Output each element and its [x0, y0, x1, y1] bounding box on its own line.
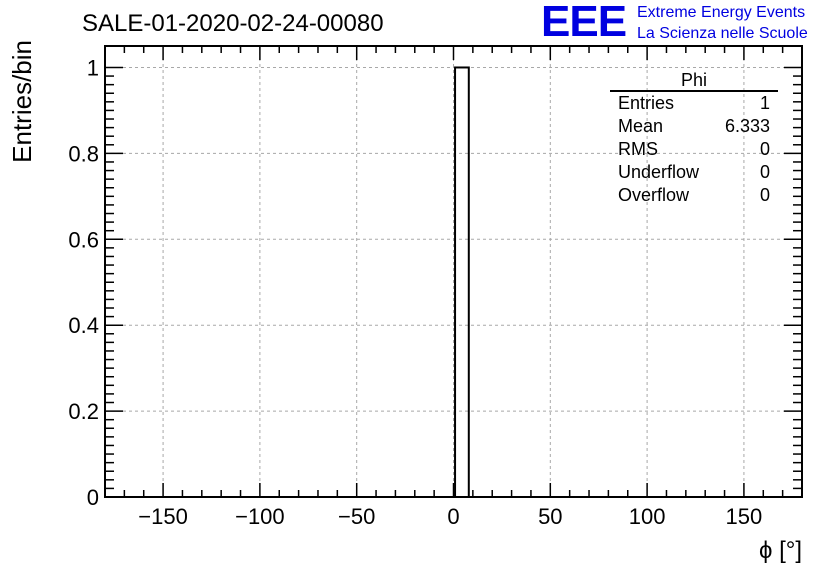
stats-key: Mean	[618, 116, 664, 136]
stats-box: Phi Entries 1 Mean 6.333 RMS 0 Underflow…	[610, 70, 778, 207]
stats-row-rms: RMS 0	[610, 138, 778, 161]
stats-key: Underflow	[618, 162, 700, 182]
histogram-bar	[454, 66, 470, 498]
stats-row-entries: Entries 1	[610, 92, 778, 115]
x-tick-label: 0	[447, 504, 459, 529]
x-tick-label: −50	[338, 504, 375, 529]
x-tick-label: 50	[538, 504, 562, 529]
stats-value: 0	[759, 139, 770, 159]
y-tick-label: 0.8	[68, 141, 99, 166]
y-axis-title: Entries/bin	[7, 40, 37, 163]
chart-title: SALE-01-2020-02-24-00080	[82, 10, 384, 37]
stats-row-mean: Mean 6.333	[610, 115, 778, 138]
y-tick-label: 0.2	[68, 399, 99, 424]
stats-key: Entries	[618, 93, 675, 113]
stats-value: 0	[759, 162, 770, 182]
stats-value: 0	[759, 185, 770, 205]
eee-logo-mark: EEE	[541, 0, 627, 46]
x-tick-label: 150	[726, 504, 763, 529]
x-tick-label: −100	[235, 504, 285, 529]
stats-key: Overflow	[618, 185, 690, 205]
x-tick-label: −150	[138, 504, 188, 529]
stats-box-title: Phi	[610, 70, 778, 92]
x-axis-title: ϕ [°]	[759, 537, 802, 564]
y-tick-label: 1	[87, 55, 99, 80]
stats-value: 1	[759, 93, 770, 113]
eee-logo-line2: La Scienza nelle Scuole	[637, 25, 808, 42]
eee-logo-line1: Extreme Energy Events	[637, 4, 806, 21]
stats-value: 6.333	[724, 116, 770, 136]
stats-key: RMS	[618, 139, 658, 159]
y-tick-label: 0.4	[68, 313, 99, 338]
stats-row-overflow: Overflow 0	[610, 184, 778, 207]
y-tick-label: 0	[87, 485, 99, 510]
x-tick-label: 100	[629, 504, 666, 529]
y-tick-label: 0.6	[68, 227, 99, 252]
stats-row-underflow: Underflow 0	[610, 161, 778, 184]
